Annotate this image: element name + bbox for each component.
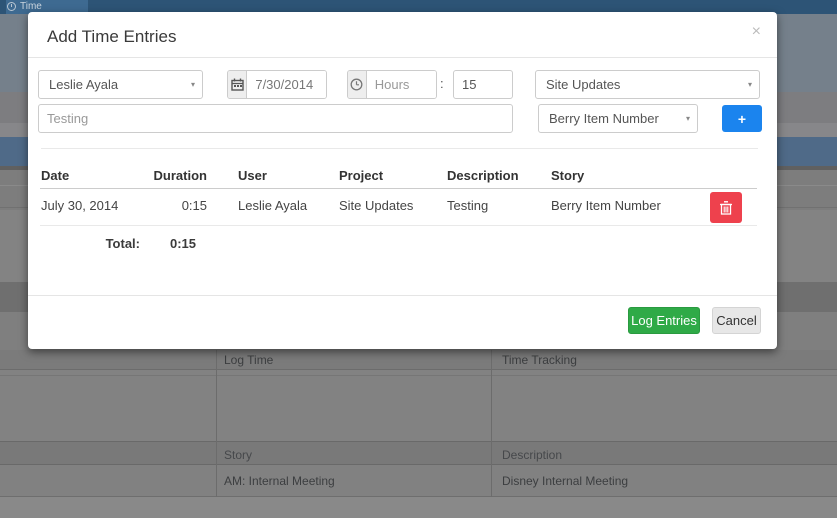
background-column-border (216, 350, 217, 497)
clock-icon (348, 71, 367, 98)
header-project: Project (339, 168, 384, 183)
top-navigation-bar: Time (0, 0, 837, 14)
description-input[interactable] (38, 104, 513, 133)
hours-input-group (347, 70, 437, 99)
background-header-description: Description (502, 448, 563, 462)
hours-input[interactable] (366, 71, 436, 98)
total-label: Total: (105, 236, 140, 251)
cell-story: Berry Item Number (551, 198, 661, 213)
cell-user: Leslie Ayala (238, 198, 308, 213)
background-header-story: Story (224, 448, 253, 462)
dialog-title: Add Time Entries (47, 27, 177, 46)
header-story: Story (551, 168, 585, 183)
cancel-button[interactable]: Cancel (712, 307, 761, 334)
cell-description: Testing (447, 198, 489, 213)
delete-entry-button[interactable] (710, 192, 742, 223)
background-cell-description: Disney Internal Meeting (502, 474, 629, 488)
minutes-input[interactable] (453, 70, 513, 99)
trash-icon (720, 200, 732, 215)
background-band (0, 370, 837, 441)
background-cell-story: AM: Internal Meeting (224, 474, 335, 488)
chevron-down-icon: ▾ (190, 80, 195, 89)
cell-duration: 0:15 (181, 198, 207, 213)
header-date: Date (41, 168, 70, 183)
header-description: Description (447, 168, 519, 183)
tab-time[interactable]: Time (6, 0, 88, 14)
table-row-divider (40, 225, 757, 226)
time-colon-separator: : (440, 76, 444, 91)
background-table-header-row (0, 441, 837, 465)
chevron-down-icon: ▾ (685, 114, 690, 123)
story-select[interactable]: Berry Item Number ▾ (538, 104, 698, 133)
user-select[interactable]: Leslie Ayala ▾ (38, 70, 203, 99)
tab-time-label: Time (20, 1, 42, 12)
project-select-value: Site Updates (546, 77, 621, 92)
project-select[interactable]: Site Updates ▾ (535, 70, 760, 99)
calendar-icon (228, 71, 248, 98)
close-icon[interactable]: × (751, 23, 761, 40)
header-duration: Duration (153, 168, 207, 183)
background-cell-time-tracking: Time Tracking (502, 353, 577, 367)
header-user: User (238, 168, 267, 183)
background-band (0, 497, 837, 518)
add-time-entries-dialog: Add Time Entries × Leslie Ayala ▾ : Site… (28, 12, 777, 349)
background-column-border (491, 350, 492, 497)
background-table-row (0, 350, 837, 370)
table-header-divider (40, 188, 757, 189)
background-divider (0, 375, 837, 376)
user-select-value: Leslie Ayala (49, 77, 119, 92)
add-entry-button[interactable]: + (722, 105, 762, 132)
chevron-down-icon: ▾ (747, 80, 752, 89)
footer-divider (28, 295, 777, 296)
header-divider (28, 57, 777, 58)
date-input[interactable] (247, 71, 326, 98)
story-select-value: Berry Item Number (549, 111, 659, 126)
total-value: 0:15 (170, 236, 197, 251)
clock-icon (7, 2, 16, 11)
background-table-row (0, 465, 837, 497)
cell-date: July 30, 2014 (41, 198, 119, 213)
background-cell-log-time: Log Time (224, 353, 274, 367)
cell-project: Site Updates (339, 198, 414, 213)
form-divider (41, 148, 758, 149)
log-entries-button[interactable]: Log Entries (628, 307, 700, 334)
date-input-group (227, 70, 327, 99)
